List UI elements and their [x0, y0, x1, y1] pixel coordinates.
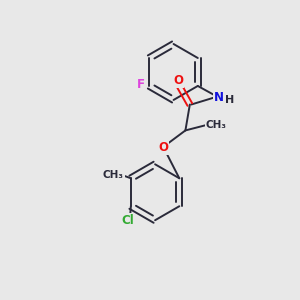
Text: O: O	[173, 74, 183, 88]
Text: N: N	[214, 91, 224, 103]
Text: CH₃: CH₃	[206, 120, 226, 130]
Text: H: H	[225, 94, 234, 104]
Text: O: O	[158, 141, 168, 154]
Text: F: F	[137, 78, 145, 91]
Text: Cl: Cl	[121, 214, 134, 227]
Text: CH₃: CH₃	[103, 170, 124, 180]
